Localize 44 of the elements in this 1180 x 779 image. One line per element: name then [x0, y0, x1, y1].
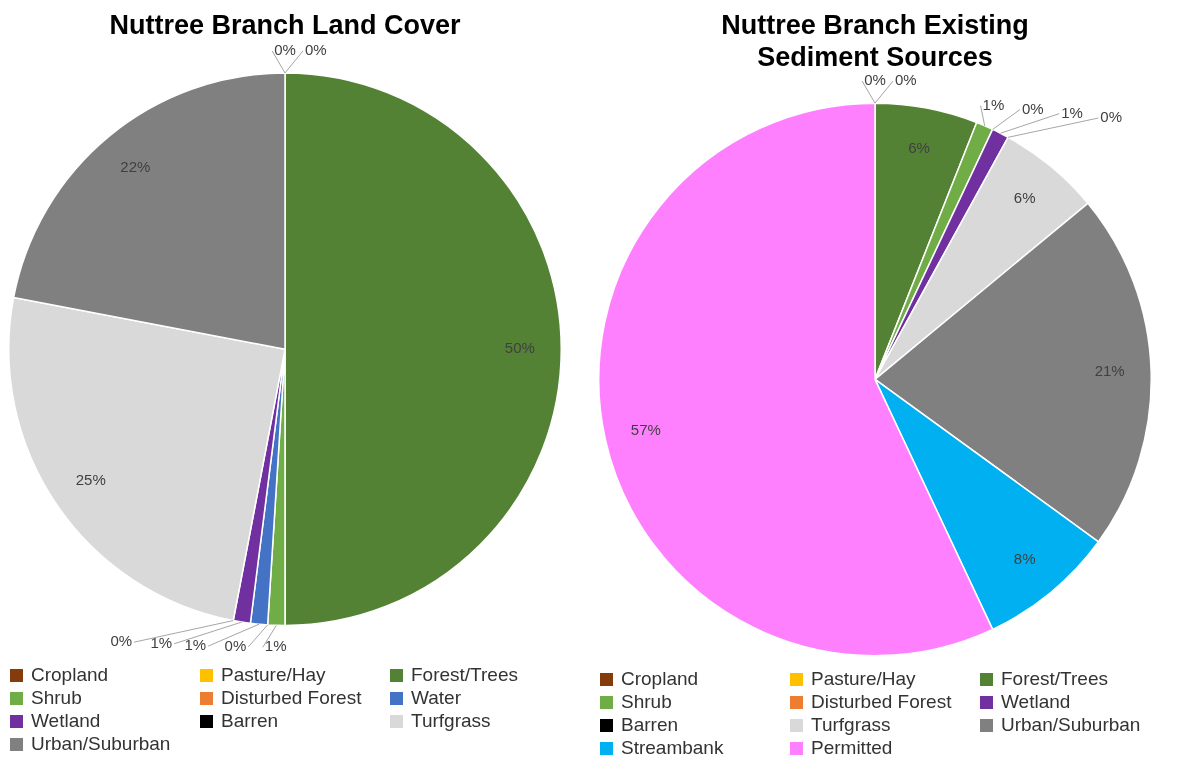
- data-label: 21%: [1094, 362, 1125, 380]
- legend-label: Forest/Trees: [411, 664, 518, 686]
- text: 0%: [894, 71, 917, 89]
- legend-label: Turfgrass: [811, 714, 891, 736]
- legend-label: Permitted: [811, 737, 893, 759]
- legend-label: Barren: [621, 714, 679, 736]
- data-label: 1%: [982, 95, 1005, 113]
- legend-label: Shrub: [621, 691, 672, 713]
- legend-label: Streambank: [621, 737, 724, 759]
- text: 0%: [1021, 99, 1044, 117]
- chart-title: Nuttree Branch Land Cover: [109, 9, 462, 40]
- legend-label: Turfgrass: [411, 710, 491, 732]
- data-label: 1%: [264, 637, 287, 655]
- data-label: 22%: [120, 158, 151, 176]
- legend-label: Water: [411, 687, 461, 709]
- text: 0%: [304, 41, 327, 59]
- data-label: 1%: [150, 633, 173, 651]
- data-label: 6%: [908, 138, 930, 156]
- legend-label: Urban/Suburban: [1001, 714, 1141, 736]
- legend-label: Cropland: [621, 668, 699, 690]
- legend-label: Shrub: [31, 687, 82, 709]
- data-label: 8%: [1013, 550, 1036, 568]
- data-label: 6%: [1013, 188, 1036, 206]
- text: 0%: [110, 632, 133, 650]
- data-label: 1%: [1061, 103, 1083, 121]
- text: 0%: [224, 637, 247, 654]
- legend-label: Urban/Suburban: [31, 733, 171, 755]
- data-label: 1%: [184, 636, 207, 654]
- chart-title: Nuttree Branch Existing Sediment Sources: [721, 9, 1029, 73]
- legend-label: Disturbed Forest: [811, 691, 952, 713]
- legend-label: Pasture/Hay: [221, 664, 326, 686]
- legend-label: Cropland: [31, 664, 109, 686]
- legend-label: Wetland: [1001, 691, 1071, 713]
- text: 0%: [1100, 108, 1122, 126]
- legend-label: Wetland: [31, 710, 101, 732]
- legend-label: Forest/Trees: [1001, 668, 1108, 690]
- legend-label: Barren: [221, 710, 279, 732]
- text: 0%: [864, 71, 886, 89]
- data-label: 50%: [504, 339, 535, 357]
- data-label: 57%: [630, 420, 661, 438]
- legend-label: Pasture/Hay: [811, 668, 916, 690]
- data-label: 25%: [75, 471, 106, 489]
- text: 0%: [274, 41, 296, 59]
- legend-label: Disturbed Forest: [221, 687, 362, 709]
